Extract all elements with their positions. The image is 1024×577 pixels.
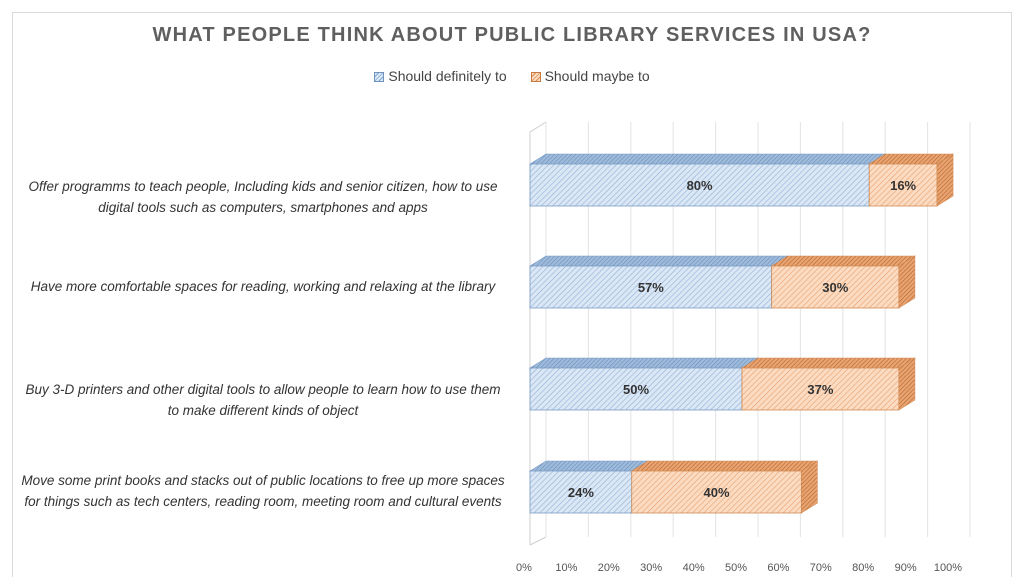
bar-segment — [868, 163, 938, 207]
x-tick-label: 90% — [895, 562, 917, 574]
data-label: 30% — [822, 280, 848, 295]
bar-top-face — [740, 357, 916, 369]
bars — [528, 153, 955, 514]
legend: Should definitely to Should maybe to — [0, 68, 1024, 84]
bar-top-face — [528, 460, 649, 472]
bar-top-face — [528, 255, 789, 267]
category-label-4: Move some print books and stacks out of … — [21, 473, 505, 509]
category-label-2: Have more comfortable spaces for reading… — [30, 279, 496, 294]
x-tick-label: 30% — [640, 562, 662, 574]
data-label: 50% — [623, 382, 649, 397]
data-label: 16% — [890, 178, 916, 193]
bar-side-face — [801, 460, 818, 514]
bar-side-face — [898, 255, 916, 309]
bar-side-face — [936, 153, 954, 207]
bar-segment — [529, 163, 870, 207]
x-tick-label: 80% — [852, 562, 874, 574]
data-label: 80% — [687, 178, 713, 193]
x-tick-label: 100% — [934, 562, 962, 574]
x-axis-ticks: 0% 10% 20% 30% 40% 50% 60% 70% 80% 90% 100% — [516, 562, 962, 574]
category-label-1: Offer programms to teach people, Includi… — [28, 179, 498, 215]
data-label: 24% — [568, 485, 594, 500]
data-label: 57% — [638, 280, 664, 295]
x-tick-label: 50% — [725, 562, 747, 574]
data-label: 37% — [807, 382, 833, 397]
bar-segment — [529, 367, 743, 411]
x-tick-label: 40% — [683, 562, 705, 574]
bar-segment — [529, 470, 633, 514]
category-label-3: Buy 3-D printers and other digital tools… — [25, 382, 501, 418]
data-labels: 80% 16% 57% 30% 50% 37% 24% 40% — [568, 178, 917, 500]
x-tick-label: 10% — [555, 562, 577, 574]
x-tick-label: 0% — [516, 562, 532, 574]
bar-top-face — [770, 255, 916, 267]
chart-frame — [12, 12, 1012, 577]
legend-swatch-definitely — [374, 72, 385, 82]
bar-top-face — [528, 357, 760, 369]
chart-title: WHAT PEOPLE THINK ABOUT PUBLIC LIBRARY S… — [152, 24, 872, 46]
legend-item-definitely: Should definitely to — [374, 68, 507, 84]
bar-segment — [631, 470, 802, 514]
bar-side-face — [898, 357, 916, 411]
x-tick-label: 20% — [598, 562, 620, 574]
bar-segment — [771, 265, 900, 309]
bar-segment — [529, 265, 773, 309]
legend-label-maybe: Should maybe to — [544, 68, 650, 84]
bar-top-face — [630, 460, 819, 472]
bar-top-face — [528, 153, 887, 165]
legend-swatch-maybe — [530, 72, 541, 82]
x-tick-label: 70% — [810, 562, 832, 574]
legend-label-definitely: Should definitely to — [388, 68, 507, 84]
legend-item-maybe: Should maybe to — [530, 68, 650, 84]
x-tick-label: 60% — [767, 562, 789, 574]
bar-segment — [741, 367, 900, 411]
plot-floor-edge — [529, 536, 547, 546]
data-label: 40% — [704, 485, 730, 500]
